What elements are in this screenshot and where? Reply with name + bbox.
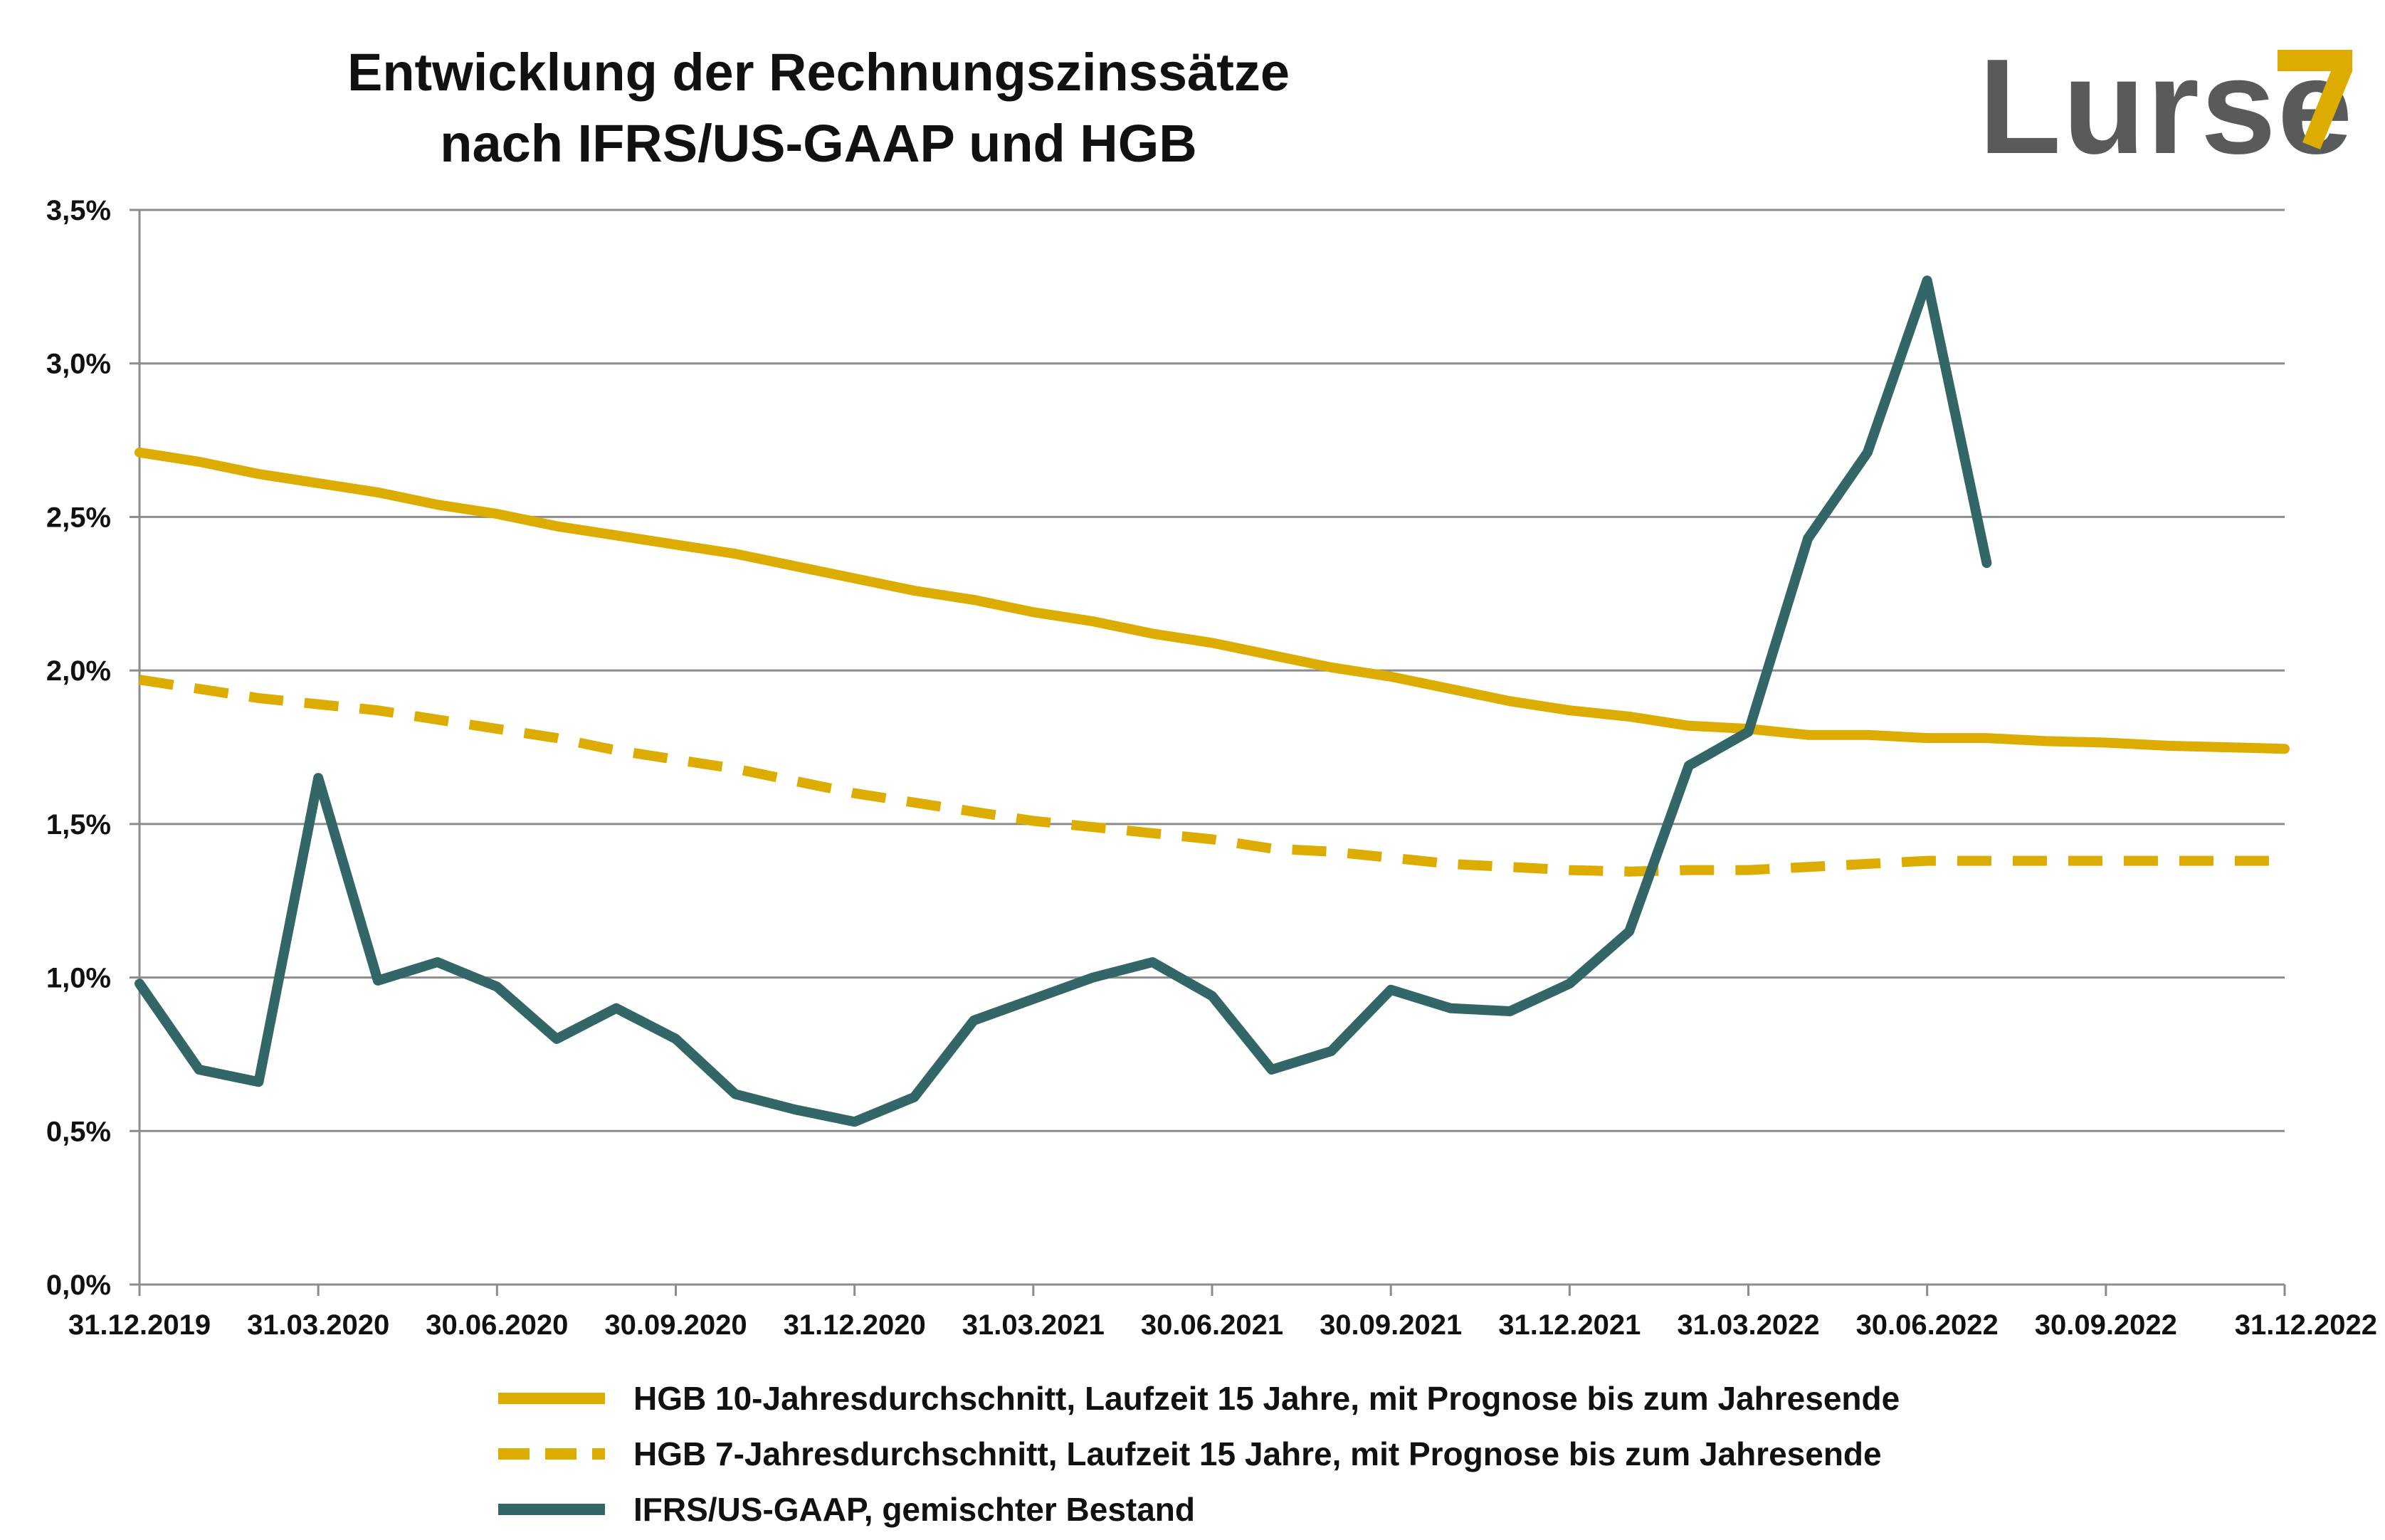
series-line-0 [135, 447, 2290, 754]
x-tick-label: 31.12.2020 [784, 1309, 926, 1341]
legend-swatch-solid-teal [498, 1504, 605, 1515]
x-tick-label: 31.12.2022 [2235, 1309, 2377, 1341]
y-tick-label: 3,0% [46, 349, 111, 380]
series-line-2 [135, 275, 1992, 1127]
logo-arrow-icon [2278, 50, 2352, 149]
y-tick-labels: 0,0% 0,5% 1,0% 1,5% 2,0% 2,5% 3,0% 3,5% [46, 195, 111, 1301]
y-tick-label: 1,0% [46, 963, 111, 994]
x-tick-label: 30.09.2022 [2035, 1309, 2177, 1341]
legend-label-hgb-7: HGB 7-Jahresdurchschnitt, Laufzeit 15 Ja… [633, 1435, 1882, 1472]
x-tick-label: 30.06.2020 [426, 1309, 568, 1341]
legend-item-ifrs: IFRS/US-GAAP, gemischter Bestand [498, 1484, 2135, 1540]
legend-label-ifrs: IFRS/US-GAAP, gemischter Bestand [633, 1491, 1196, 1528]
series-line-1 [138, 675, 2285, 877]
x-tick-label: 31.12.2021 [1498, 1309, 1641, 1341]
x-tick-label: 31.12.2019 [68, 1309, 211, 1341]
x-tick-label: 31.03.2022 [1677, 1309, 1819, 1341]
y-tick-label: 0,0% [46, 1270, 111, 1301]
legend-item-hgb-7: HGB 7-Jahresdurchschnitt, Laufzeit 15 Ja… [498, 1429, 2135, 1484]
legend-item-hgb-10: HGB 10-Jahresdurchschnitt, Laufzeit 15 J… [498, 1373, 2135, 1429]
legend-label-hgb-10: HGB 10-Jahresdurchschnitt, Laufzeit 15 J… [633, 1380, 1900, 1417]
x-tick-label: 31.03.2020 [247, 1309, 389, 1341]
axes [130, 209, 2286, 1296]
y-tick-label: 2,0% [46, 655, 111, 687]
y-tick-label: 2,5% [46, 502, 111, 533]
x-tick-label: 30.09.2020 [604, 1309, 747, 1341]
series-lines [135, 275, 2290, 1127]
legend: HGB 10-Jahresdurchschnitt, Laufzeit 15 J… [498, 1373, 2135, 1540]
legend-swatch-solid-gold [498, 1393, 605, 1404]
x-tick-label: 30.06.2022 [1856, 1309, 1999, 1341]
y-tick-label: 3,5% [46, 195, 111, 226]
chart-title-line-1: Entwicklung der Rechnungszinssätze [347, 43, 1290, 102]
chart-title-line-2: nach IFRS/US-GAAP und HGB [440, 114, 1197, 173]
x-tick-labels: 31.12.2019 31.03.2020 30.06.2020 30.09.2020… [68, 1309, 2377, 1341]
y-tick-label: 1,5% [46, 809, 111, 840]
x-tick-label: 31.03.2021 [962, 1309, 1105, 1341]
x-tick-label: 30.06.2021 [1141, 1309, 1283, 1341]
chart-title: Entwicklung der Rechnungszinssätze nach … [0, 37, 1637, 179]
y-tick-label: 0,5% [46, 1116, 111, 1147]
lurse-logo: Lurse [1979, 36, 2377, 178]
x-tick-label: 30.09.2021 [1320, 1309, 1462, 1341]
legend-swatch-dashed-gold [498, 1448, 605, 1460]
